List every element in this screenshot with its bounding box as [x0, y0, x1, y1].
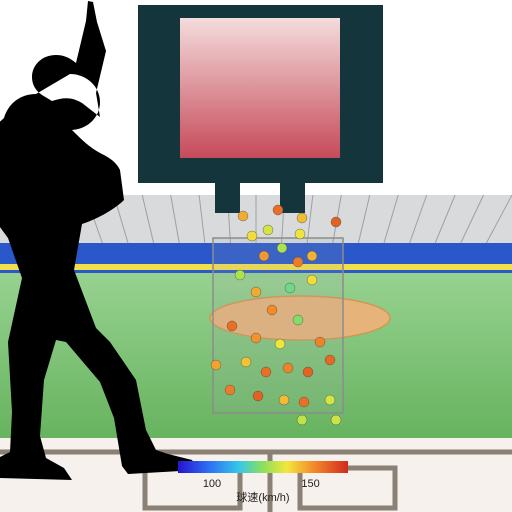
pitch-point: [331, 217, 341, 227]
pitch-point: [297, 213, 307, 223]
pitch-point: [295, 229, 305, 239]
colorbar-tick: 100: [203, 478, 221, 490]
pitch-location-chart: 100 150 球速(km/h): [0, 0, 512, 512]
pitch-point: [297, 415, 307, 425]
colorbar-tick: 150: [301, 478, 319, 490]
colorbar: [178, 461, 348, 473]
pitch-point: [267, 305, 277, 315]
pitch-point: [211, 360, 221, 370]
pitch-point: [325, 395, 335, 405]
scoreboard-screen: [180, 18, 340, 158]
pitch-point: [259, 251, 269, 261]
pitch-point: [285, 283, 295, 293]
pitch-point: [251, 287, 261, 297]
pitch-point: [331, 415, 341, 425]
pitch-point: [235, 270, 245, 280]
pitch-point: [251, 333, 261, 343]
pitch-point: [277, 243, 287, 253]
colorbar-label: 球速(km/h): [236, 490, 289, 504]
pitch-point: [238, 211, 248, 221]
pitch-point: [307, 275, 317, 285]
pitch-point: [279, 395, 289, 405]
pitch-point: [275, 339, 285, 349]
pitch-point: [325, 355, 335, 365]
pitch-point: [247, 231, 257, 241]
pitch-point: [299, 397, 309, 407]
pitch-point: [303, 367, 313, 377]
pitch-point: [225, 385, 235, 395]
pitch-point: [315, 337, 325, 347]
pitch-point: [273, 205, 283, 215]
pitch-point: [307, 251, 317, 261]
pitch-point: [253, 391, 263, 401]
pitch-point: [261, 367, 271, 377]
pitch-point: [293, 257, 303, 267]
pitch-point: [263, 225, 273, 235]
pitch-point: [283, 363, 293, 373]
pitch-point: [241, 357, 251, 367]
pitch-point: [227, 321, 237, 331]
pitch-point: [293, 315, 303, 325]
